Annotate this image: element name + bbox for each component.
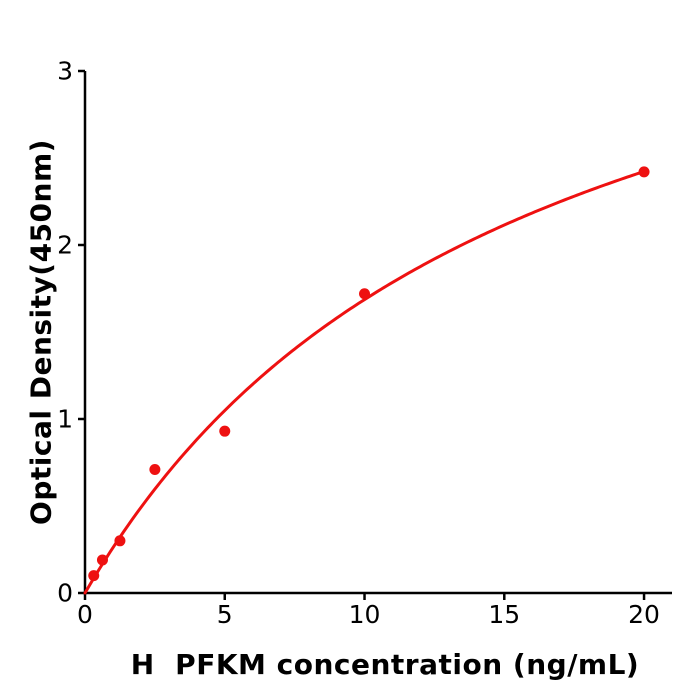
data-point [219,425,231,437]
data-point [359,288,371,300]
data-point [638,166,650,178]
y-tick-label: 1 [57,404,73,433]
x-tick-label: 5 [217,600,233,629]
x-tick-label: 20 [628,600,660,629]
fitted-curve-path [83,169,646,595]
data-point [96,554,108,566]
data-point [149,463,161,475]
y-tick-label: 2 [57,230,73,259]
data-point [88,570,100,582]
y-tick-label: 3 [57,56,73,85]
y-tick-label: 0 [57,578,73,607]
x-tick-label: 10 [349,600,381,629]
data-point [114,535,126,547]
y-axis-title: Optical Density(450nm) [24,139,58,525]
x-tick-label: 0 [77,600,93,629]
x-tick-label: 15 [488,600,520,629]
x-axis-title: H PFKM concentration (ng/mL) [130,648,640,681]
